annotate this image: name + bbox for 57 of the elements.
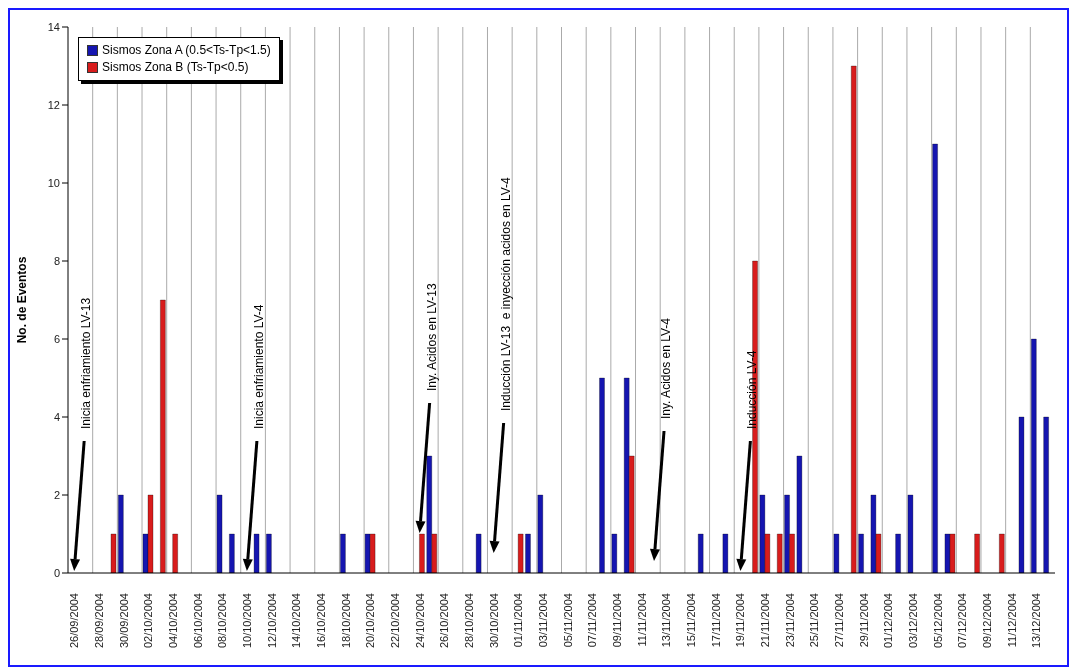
x-tick-label: 17/11/2004 (709, 593, 722, 648)
annotation: Inicia enfriamiento LV-4 (251, 304, 266, 429)
y-tick-label: 8 (53, 254, 60, 267)
x-tick-label: 02/10/2004 (142, 593, 155, 649)
x-tick-label: 26/10/2004 (438, 593, 451, 649)
x-tick-label: 03/12/2004 (907, 593, 920, 649)
x-tick-label: 20/10/2004 (364, 593, 377, 649)
x-tick-label: 09/11/2004 (611, 593, 624, 648)
x-tick-label: 03/11/2004 (536, 593, 549, 648)
x-tick-label: 30/10/2004 (487, 593, 500, 649)
annotation: Iny. Acidos en LV-13 (424, 283, 439, 391)
x-tick-label: 18/10/2004 (339, 593, 352, 649)
x-tick-label: 16/10/2004 (314, 593, 327, 649)
x-tick-label: 06/10/2004 (191, 593, 204, 649)
x-tick-label: 01/12/2004 (882, 593, 895, 649)
x-tick-label: 29/11/2004 (857, 593, 870, 648)
x-tick-label: 08/10/2004 (216, 593, 229, 649)
x-tick-label: 26/09/2004 (68, 593, 81, 649)
y-tick-label: 14 (47, 20, 60, 33)
x-tick-label: 10/10/2004 (240, 593, 253, 649)
annotation: Iny. Acidos en LV-4 (659, 317, 674, 419)
x-tick-label: 05/12/2004 (931, 593, 944, 649)
x-tick-label: 11/12/2004 (1005, 593, 1018, 648)
x-tick-label: 11/11/2004 (635, 593, 648, 647)
x-tick-label: 23/11/2004 (783, 593, 796, 648)
x-tick-label: 19/11/2004 (734, 593, 747, 648)
y-tick-label: 2 (53, 488, 60, 501)
x-tick-label: 22/10/2004 (388, 593, 401, 649)
x-tick-label: 12/10/2004 (265, 593, 278, 649)
y-tick-label: 0 (53, 566, 60, 579)
x-tick-label: 13/12/2004 (1030, 593, 1043, 649)
x-tick-label: 27/11/2004 (833, 593, 846, 648)
x-tick-label: 24/10/2004 (413, 593, 426, 649)
x-tick-label: 28/09/2004 (92, 593, 105, 649)
x-tick-label: 28/10/2004 (462, 593, 475, 649)
annotation: Inducción LV-13 e inyección acidos en LV-4 (498, 176, 513, 411)
x-tick-label: 15/11/2004 (685, 593, 698, 648)
legend-label: Sismos Zona B (Ts-Tp<0.5) (102, 59, 249, 76)
legend-label: Sismos Zona A (0.5<Ts-Tp<1.5) (102, 42, 271, 59)
x-tick-label: 04/10/2004 (166, 593, 179, 649)
x-tick-label: 09/12/2004 (981, 593, 994, 649)
x-tick-label: 07/12/2004 (956, 593, 969, 649)
x-tick-label: 21/11/2004 (759, 593, 772, 648)
x-tick-label: 05/11/2004 (561, 593, 574, 648)
x-tick-label: 25/11/2004 (808, 593, 821, 648)
x-tick-label: 14/10/2004 (290, 593, 303, 649)
annotation: Inicia enfriamiento LV-13 (79, 297, 94, 429)
x-tick-label: 30/09/2004 (117, 593, 130, 649)
x-tick-label: 13/11/2004 (660, 593, 673, 648)
y-tick-label: 6 (53, 332, 60, 345)
y-tick-label: 10 (47, 176, 60, 189)
x-tick-label: 07/11/2004 (586, 593, 599, 648)
y-tick-label: 4 (53, 410, 60, 423)
y-axis-title: No. de Eventos (15, 256, 30, 344)
x-tick-label: 01/11/2004 (512, 593, 525, 648)
annotation: Inducción LV-4 (745, 350, 760, 429)
y-tick-label: 12 (47, 98, 60, 111)
